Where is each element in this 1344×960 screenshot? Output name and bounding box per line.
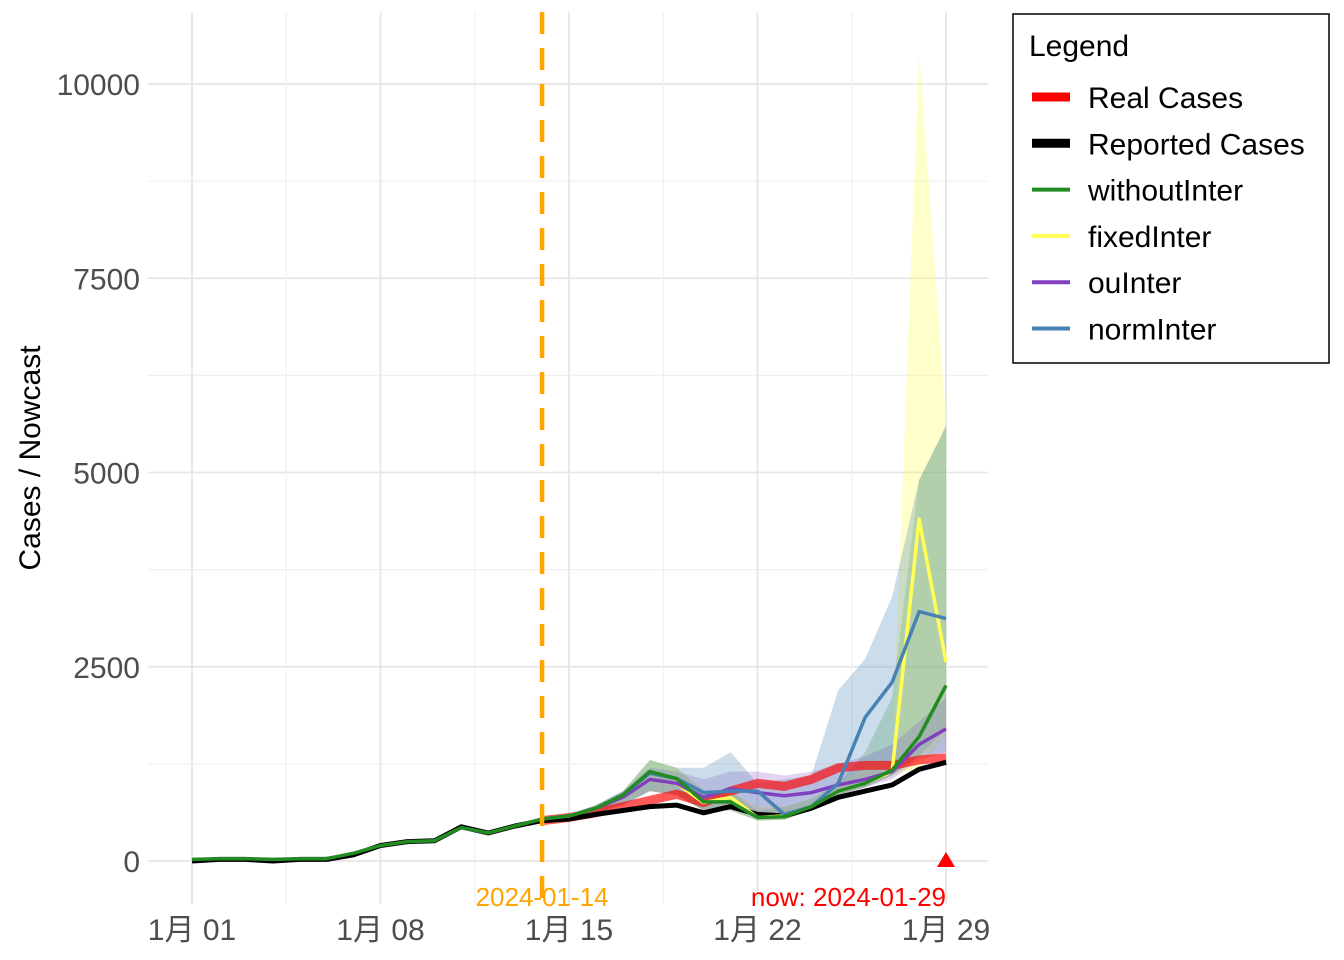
series-line-withoutinter <box>191 684 948 862</box>
legend-label: ouInter <box>1088 267 1181 300</box>
legend-item-withoutinter: withoutInter <box>1032 175 1243 208</box>
legend-item-fixedinter: fixedInter <box>1032 221 1211 254</box>
x-tick-label: 1月 22 <box>713 914 801 947</box>
x-tick-label: 1月 01 <box>148 914 236 947</box>
reference-line: 2024-01-14 now: 2024-01-29 <box>476 12 955 912</box>
vline-label: 2024-01-14 <box>476 882 609 912</box>
y-tick-label: 10000 <box>57 69 140 102</box>
y-tick-label: 0 <box>123 846 140 879</box>
now-marker-icon <box>937 852 955 867</box>
x-tick-label: 1月 29 <box>902 914 990 947</box>
series-line-real-cases <box>541 753 947 826</box>
band-normInter <box>542 425 946 821</box>
x-tick-label: 1月 15 <box>525 914 613 947</box>
legend-item-ouinter: ouInter <box>1032 267 1181 300</box>
y-tick-label: 7500 <box>73 263 140 296</box>
legend-item-norminter: normInter <box>1032 314 1216 347</box>
y-tick-label: 2500 <box>73 652 140 685</box>
series-lines <box>191 517 948 864</box>
legend-label: normInter <box>1088 314 1216 347</box>
legend-label: withoutInter <box>1087 175 1243 208</box>
x-tick-label: 1月 08 <box>336 914 424 947</box>
y-tick-label: 5000 <box>73 458 140 491</box>
legend-label: fixedInter <box>1088 221 1211 254</box>
legend-item-reported-cases: Reported Cases <box>1032 128 1305 161</box>
axes: 0 2500 5000 7500 10000 1月 01 1月 08 1月 15 1月 22 1月… <box>57 69 991 947</box>
legend-label: Real Cases <box>1088 82 1243 115</box>
legend-item-real-cases: Real Cases <box>1032 82 1243 115</box>
band-fixedInter <box>542 52 946 821</box>
confidence-bands <box>542 52 946 821</box>
y-axis-title: Cases / Nowcast <box>14 345 47 571</box>
legend-title: Legend <box>1029 30 1129 63</box>
grid <box>148 12 988 904</box>
legend-label: Reported Cases <box>1088 128 1305 161</box>
now-label: now: 2024-01-29 <box>751 882 946 912</box>
legend-entries: Real Cases Reported Cases withoutInter fixe… <box>1032 82 1305 347</box>
legend: Legend Real Cases Reported Cases withoutIn… <box>1012 13 1330 364</box>
